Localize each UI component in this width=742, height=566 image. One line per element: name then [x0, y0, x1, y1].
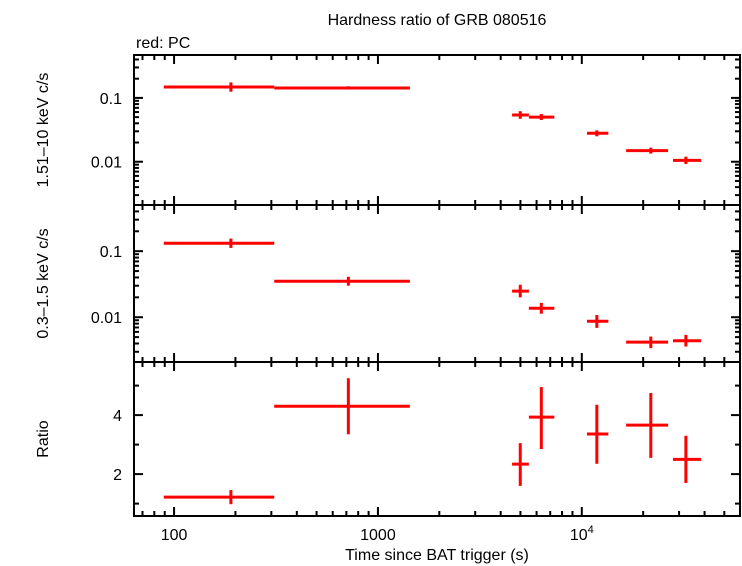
data-point — [586, 315, 609, 328]
legend-note: red: PC — [136, 35, 190, 52]
y-tick-label: 4 — [113, 408, 122, 425]
data-point — [274, 86, 410, 90]
data-point — [528, 113, 555, 121]
y-tick-label: 0.1 — [100, 91, 122, 108]
y-tick-label: 0.1 — [100, 244, 122, 261]
data-point — [163, 238, 275, 248]
panel-2: 0.1 0.01 0.3–1.5 keV c/s — [35, 204, 741, 363]
x-axis-label: Time since BAT trigger (s) — [345, 547, 529, 564]
data-point — [274, 378, 410, 435]
x-tick-label: 1000 — [360, 527, 396, 544]
data-point — [672, 435, 702, 483]
data-point — [274, 276, 410, 286]
y-tick-label: 0.01 — [91, 310, 122, 327]
y-axis-label: 0.3–1.5 keV c/s — [35, 228, 52, 338]
data-point — [512, 111, 529, 119]
data-point — [672, 156, 702, 165]
y-axis-label: 1.51–10 keV c/s — [35, 73, 52, 188]
chart-title: Hardness ratio of GRB 080516 — [328, 12, 547, 29]
panel-frame — [133, 361, 741, 517]
data-point — [512, 443, 529, 486]
data-point — [163, 490, 275, 505]
panel-1: 0.1 0.01 1.51–10 keV c/s — [35, 54, 741, 206]
x-tick-label: 100 — [161, 527, 188, 544]
data-point — [626, 336, 669, 349]
data-point — [626, 392, 669, 458]
data-point — [672, 334, 702, 347]
data-point — [626, 147, 669, 154]
panel-frame — [133, 54, 741, 206]
data-point — [586, 130, 609, 137]
panel-3: 2 4 Ratio — [35, 361, 741, 517]
data-point — [163, 82, 275, 92]
y-axis-label: Ratio — [35, 420, 52, 457]
data-point — [586, 404, 609, 464]
y-tick-label: 0.01 — [91, 155, 122, 172]
panel-frame — [133, 204, 741, 363]
y-tick-label: 2 — [113, 467, 122, 484]
data-point — [528, 302, 555, 314]
x-tick-label: 104 — [570, 524, 594, 544]
data-point — [528, 387, 555, 450]
data-point — [512, 284, 529, 298]
